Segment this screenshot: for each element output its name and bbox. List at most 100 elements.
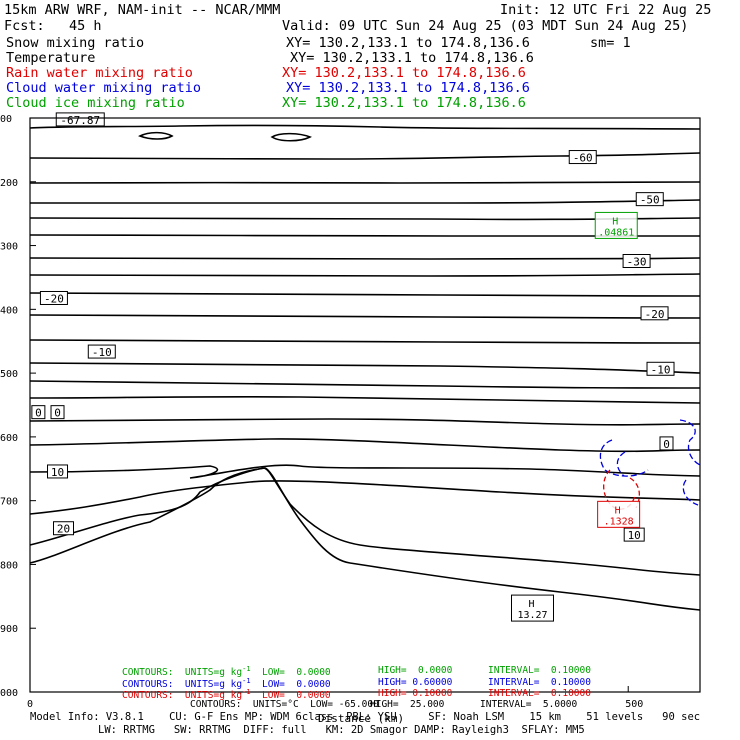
cloud-water-contour (682, 479, 699, 506)
summary-cloudwater: CONTOURS: UNITS=g kg-1 LOW= 0.0000 (122, 677, 331, 690)
temperature-contour-line (30, 199, 701, 204)
field-xy-snow: XY= 130.2,133.1 to 174.8,136.6 (286, 35, 530, 51)
extremum-value: .1328 (604, 516, 634, 527)
summary-temperature-interval: INTERVAL= 5.0000 (480, 699, 578, 710)
summary-rain-units: UNITS=g kg (184, 690, 243, 701)
extremum-value: .04861 (598, 227, 634, 238)
contour-label-text: 0 (35, 407, 42, 420)
contour-label-box (47, 464, 69, 479)
y-tick-label: 900 (0, 624, 18, 635)
y-tick-label: 600 (0, 433, 18, 444)
contour-label-text: 0 (663, 438, 670, 451)
summary-temperature-label: CONTOURS: (190, 699, 253, 710)
summary-cloudice-units: UNITS=g kg (184, 667, 243, 678)
y-tick-label: 000 (0, 688, 18, 699)
summary-rain-unit-exp: -1 (242, 688, 251, 696)
summary-temperature: CONTOURS: UNITS=°C LOW= -65.000 (190, 699, 379, 710)
temperature-contour-line (29, 273, 701, 277)
y-tick-label: 700 (0, 497, 18, 508)
contour-label-text: 20 (57, 523, 70, 536)
summary-cloudwater-interval: INTERVAL= 0.10000 (488, 677, 591, 688)
field-name-snow: Snow mixing ratio (6, 35, 145, 51)
footer-model-info: Model Info: V3.8.1 CU: G-F Ens MP: WDM 6… (30, 711, 701, 723)
cloud-water-contour (679, 419, 701, 466)
contour-label-text: -50 (640, 194, 660, 207)
extremum-marker: H.1328 (597, 500, 641, 528)
temperature-contour-line (29, 257, 701, 260)
summary-cloudwater-units: UNITS=g kg (184, 679, 243, 690)
temperature-contour-line (29, 152, 701, 160)
cloud-water-contour (599, 439, 649, 477)
temperature-contour-label: 10 (623, 527, 645, 542)
footer-physics-info: LW: RRTMG SW: RRTMG DIFF: full KM: 2D Sm… (98, 724, 585, 736)
extremum-box (594, 211, 638, 239)
extremum-type: H (612, 216, 618, 227)
temperature-contour-line (29, 480, 701, 515)
summary-rain-low: LOW= 0.0000 (262, 690, 331, 701)
extremum-type: H (615, 505, 621, 516)
temperature-contour-line (29, 362, 701, 374)
summary-cloudwater-low: LOW= 0.0000 (262, 679, 331, 690)
x-tick-label: 500 (625, 699, 643, 710)
summary-temperature-units: UNITS=°C (252, 699, 299, 710)
summary-temperature-low: LOW= -65.000 (310, 699, 379, 710)
summary-rain: CONTOURS: UNITS=g kg-1 LOW= 0.0000 (122, 688, 331, 701)
temperature-contour-loop (270, 132, 312, 142)
plot-frame (29, 117, 701, 693)
temperature-contour-line (29, 464, 701, 479)
field-xy-temp: XY= 130.2,133.1 to 174.8,136.6 (290, 50, 534, 66)
summary-rain-high: HIGH= 0.10000 (378, 688, 453, 699)
title-valid: Valid: 09 UTC Sun 24 Aug 25 (03 MDT Sun … (282, 18, 689, 34)
temperature-contour-line (29, 380, 701, 389)
temperature-contour-label: -60 (568, 150, 597, 165)
temperature-contour-line (29, 418, 701, 426)
x-tick-label: 0 (27, 699, 33, 710)
title-fcst: Fcst: 45 h (4, 18, 102, 34)
contour-label-text: -10 (651, 363, 671, 376)
contour-label-box (622, 254, 651, 268)
contour-label-text: 10 (628, 529, 641, 542)
temperature-contour-label: -20 (39, 290, 68, 305)
temperature-contour-label: -50 (635, 192, 664, 207)
y-tick-label: 200 (0, 178, 18, 189)
temperature-contour-label: 20 (53, 521, 74, 536)
summary-cloudice-high: HIGH= 0.0000 (378, 665, 453, 676)
y-tick-label: 300 (0, 242, 18, 253)
extremum-box (511, 594, 554, 622)
summary-cloudice-low: LOW= 0.0000 (262, 667, 331, 678)
extremum-marker: H13.27 (511, 594, 554, 622)
contour-label-box (623, 527, 645, 542)
title-init: Init: 12 UTC Fri 22 Aug 25 (500, 2, 712, 18)
temperature-contour-line (29, 467, 701, 611)
temperature-contour-loop (138, 131, 174, 140)
y-tick-label: 400 (0, 305, 18, 316)
field-name-cloudwater: Cloud water mixing ratio (6, 80, 202, 96)
y-tick-label: 800 (0, 560, 18, 571)
contour-label-text: -30 (627, 256, 647, 269)
contour-label-box (39, 290, 68, 305)
temperature-contour-line (29, 395, 701, 404)
temperature-contour-line (29, 124, 701, 130)
temperature-contour-label: 10 (47, 464, 69, 479)
field-name-rain: Rain water mixing ratio (6, 65, 193, 81)
summary-rain-interval: INTERVAL= 0.10000 (488, 688, 591, 699)
temperature-contour-line (29, 181, 701, 184)
contour-label-box (87, 344, 116, 359)
contour-label-box (50, 405, 65, 420)
rain-water-contour (629, 477, 641, 509)
temperature-contour-label: -10 (646, 361, 675, 376)
y-tick-label: 500 (0, 369, 18, 380)
summary-cloudwater-label: CONTOURS: (122, 679, 185, 690)
temperature-contour-label: -10 (87, 344, 116, 359)
field-xy-cloudice: XY= 130.2,133.1 to 174.8,136.6 (282, 95, 526, 111)
extremum-marker: H.04861 (594, 211, 638, 239)
extremum-box (597, 500, 641, 528)
contour-label-box (640, 306, 669, 321)
contour-label-box (646, 361, 675, 376)
temperature-contour-label: -20 (640, 306, 669, 321)
temperature-contour-line (29, 438, 701, 453)
contour-label-box (55, 112, 105, 127)
title-model: 15km ARW WRF, NAM-init -- NCAR/MMM (4, 2, 281, 18)
y-tick-label: 00 (0, 114, 12, 125)
